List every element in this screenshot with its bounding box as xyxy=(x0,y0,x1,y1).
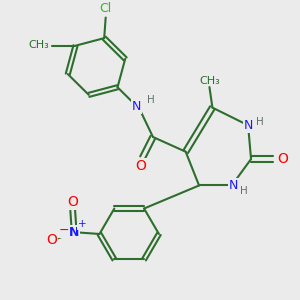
Text: N: N xyxy=(229,179,238,192)
Text: H: H xyxy=(147,95,155,105)
Text: N: N xyxy=(132,100,141,113)
Text: O: O xyxy=(277,152,288,166)
Text: N: N xyxy=(243,119,253,132)
Text: +: + xyxy=(78,219,86,229)
Text: O: O xyxy=(67,195,78,209)
Text: H: H xyxy=(240,186,248,196)
Text: CH₃: CH₃ xyxy=(199,76,220,85)
Text: N: N xyxy=(69,226,80,239)
Text: O: O xyxy=(136,159,146,173)
Text: O: O xyxy=(46,233,57,247)
Text: Cl: Cl xyxy=(100,2,112,15)
Text: −: − xyxy=(58,224,69,237)
Text: CH₃: CH₃ xyxy=(28,40,49,50)
Text: H: H xyxy=(256,117,263,127)
